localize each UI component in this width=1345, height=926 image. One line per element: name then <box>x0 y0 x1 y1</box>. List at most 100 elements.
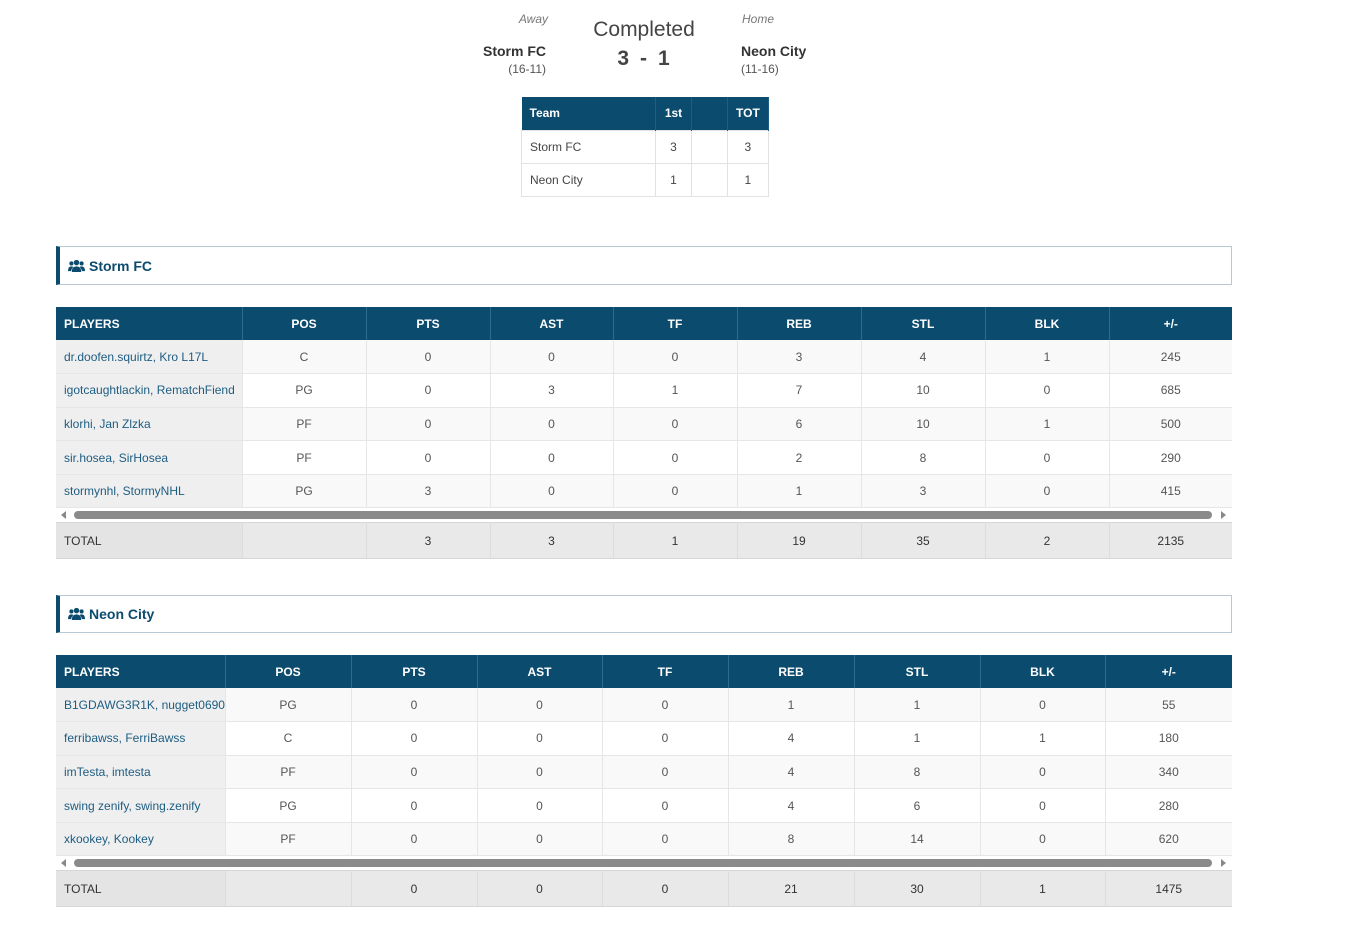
table-row: ferribawss, FerriBawss C 0 0 0 4 1 1 180 <box>56 721 1232 756</box>
away-team-name[interactable]: Storm FC <box>483 43 546 59</box>
player-stats-table: PLAYERS POS PTS AST TF REB STL BLK +/- B… <box>56 655 1232 857</box>
player-link[interactable]: sir.hosea, SirHosea <box>56 440 243 475</box>
horizontal-scrollbar[interactable] <box>56 856 1232 871</box>
table-row: B1GDAWG3R1K, nugget0690 PG 0 0 0 1 1 0 5… <box>56 688 1232 723</box>
team-section-storm-fc: Storm FC PLAYERS POS PTS AST TF REB STL … <box>56 246 1232 560</box>
stat-cell: 0 <box>477 822 603 857</box>
linescore-row: Neon City 1 1 <box>521 162 769 197</box>
col-header-plus-minus[interactable]: +/- <box>1105 655 1232 688</box>
stat-cell: 0 <box>477 721 603 756</box>
totals-table: TOTAL 3 3 1 19 35 2 2135 <box>56 522 1232 560</box>
total-cell: 2135 <box>1109 522 1232 560</box>
player-link[interactable]: ferribawss, FerriBawss <box>56 721 226 756</box>
stat-cell: 0 <box>980 822 1106 857</box>
stat-cell: 0 <box>366 373 491 408</box>
stat-cell: PG <box>225 788 352 823</box>
stat-cell: 4 <box>861 340 986 375</box>
player-link[interactable]: swing zenify, swing.zenify <box>56 788 226 823</box>
col-header-stl[interactable]: STL <box>854 655 981 688</box>
stat-cell: 0 <box>980 688 1106 723</box>
scroll-right-arrow-icon[interactable] <box>1221 859 1226 868</box>
scroll-left-arrow-icon[interactable] <box>61 859 66 868</box>
total-cell: 2 <box>985 522 1110 560</box>
col-header-players[interactable]: PLAYERS <box>56 307 243 340</box>
stat-cell: 0 <box>602 755 729 790</box>
col-header-reb[interactable]: REB <box>728 655 855 688</box>
col-header-pos[interactable]: POS <box>242 307 367 340</box>
stat-cell: 0 <box>613 340 738 375</box>
col-header-players[interactable]: PLAYERS <box>56 655 226 688</box>
col-header-blk[interactable]: BLK <box>985 307 1110 340</box>
total-cell: 35 <box>861 522 986 560</box>
stat-cell: 1 <box>985 340 1110 375</box>
table-row: dr.doofen.squirtz, Kro L17L C 0 0 0 3 4 … <box>56 340 1232 375</box>
horizontal-scrollbar[interactable] <box>56 508 1232 523</box>
stat-cell: 0 <box>366 440 491 475</box>
col-header-pos[interactable]: POS <box>225 655 352 688</box>
col-header-pts[interactable]: PTS <box>366 307 491 340</box>
player-link[interactable]: dr.doofen.squirtz, Kro L17L <box>56 340 243 375</box>
col-header-tf[interactable]: TF <box>613 307 738 340</box>
table-row: sir.hosea, SirHosea PF 0 0 0 2 8 0 290 <box>56 440 1232 475</box>
player-link[interactable]: xkookey, Kookey <box>56 822 226 857</box>
scroll-left-arrow-icon[interactable] <box>61 511 66 520</box>
stat-cell: 340 <box>1105 755 1232 790</box>
total-cell: 30 <box>854 870 981 908</box>
player-stats-table: PLAYERS POS PTS AST TF REB STL BLK +/- d… <box>56 307 1232 509</box>
stat-cell: 290 <box>1109 440 1232 475</box>
total-cell: 1475 <box>1105 870 1232 908</box>
stat-cell: 0 <box>477 688 603 723</box>
col-header-reb[interactable]: REB <box>737 307 862 340</box>
stat-cell: 0 <box>602 688 729 723</box>
col-header-plus-minus[interactable]: +/- <box>1109 307 1232 340</box>
stat-cell: 8 <box>854 755 981 790</box>
linescore-value: 3 <box>655 129 692 164</box>
stat-cell: 1 <box>728 688 855 723</box>
total-cell: 3 <box>366 522 491 560</box>
col-header-blk[interactable]: BLK <box>980 655 1106 688</box>
scroll-right-arrow-icon[interactable] <box>1221 511 1226 520</box>
linescore-value: 1 <box>655 162 692 197</box>
linescore-header-1st: 1st <box>655 97 692 130</box>
stat-cell: PG <box>225 688 352 723</box>
linescore-header-row: Team 1st TOT <box>521 97 769 130</box>
home-team-record: (11-16) <box>741 62 779 76</box>
stat-cell: 0 <box>602 822 729 857</box>
player-link[interactable]: imTesta, imtesta <box>56 755 226 790</box>
linescore-total: 1 <box>727 162 769 197</box>
stat-cell: 0 <box>602 788 729 823</box>
player-link[interactable]: stormynhl, StormyNHL <box>56 474 243 509</box>
total-cell <box>225 870 352 908</box>
stat-cell: 3 <box>861 474 986 509</box>
player-link[interactable]: igotcaughtlackin, RematchFiend <box>56 373 243 408</box>
stat-cell: 4 <box>728 788 855 823</box>
stat-cell: 14 <box>854 822 981 857</box>
stat-cell: 0 <box>366 340 491 375</box>
stat-cell: 1 <box>854 721 981 756</box>
linescore-row: Storm FC 3 3 <box>521 129 769 164</box>
stat-cell: 0 <box>490 407 614 442</box>
col-header-ast[interactable]: AST <box>490 307 614 340</box>
stat-cell: 1 <box>854 688 981 723</box>
col-header-tf[interactable]: TF <box>602 655 729 688</box>
stat-cell: PF <box>225 822 352 857</box>
total-cell: 1 <box>980 870 1106 908</box>
total-cell: 21 <box>728 870 855 908</box>
player-link[interactable]: klorhi, Jan Zlzka <box>56 407 243 442</box>
home-team-name[interactable]: Neon City <box>741 43 807 59</box>
player-link[interactable]: B1GDAWG3R1K, nugget0690 <box>56 688 226 723</box>
stat-cell: 0 <box>351 822 478 857</box>
away-label: Away <box>518 12 548 26</box>
stat-cell: 3 <box>737 340 862 375</box>
scrollbar-thumb[interactable] <box>74 511 1212 520</box>
scrollbar-thumb[interactable] <box>74 859 1212 868</box>
table-row: stormynhl, StormyNHL PG 3 0 0 1 3 0 415 <box>56 474 1232 509</box>
stat-cell: 0 <box>613 440 738 475</box>
home-score: 1 <box>658 47 671 70</box>
away-team-record: (16-11) <box>508 62 546 76</box>
col-header-stl[interactable]: STL <box>861 307 986 340</box>
col-header-ast[interactable]: AST <box>477 655 603 688</box>
stat-cell: 0 <box>477 788 603 823</box>
col-header-pts[interactable]: PTS <box>351 655 478 688</box>
stat-cell: 415 <box>1109 474 1232 509</box>
